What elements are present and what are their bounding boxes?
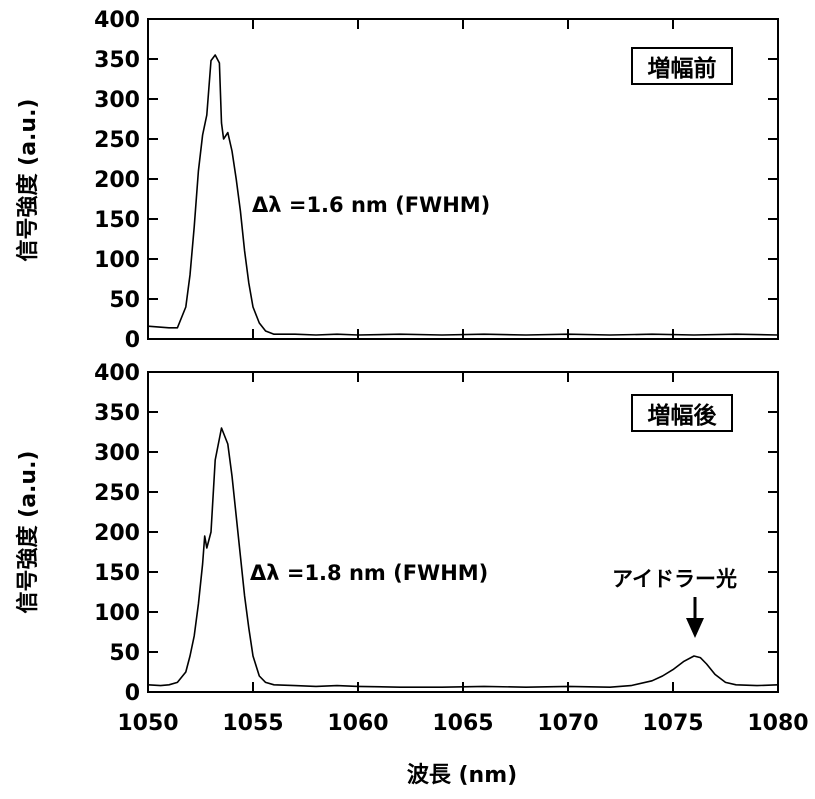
y-axis-title-bottom: 信号強度 (a.u.) bbox=[15, 451, 41, 614]
y-tick-label: 300 bbox=[94, 88, 140, 113]
x-tick-label: 1065 bbox=[432, 711, 493, 736]
y-tick-label: 400 bbox=[94, 8, 140, 33]
x-axis-ticks bbox=[147, 19, 779, 339]
y-tick-label: 350 bbox=[94, 401, 140, 426]
y-tick-label: 250 bbox=[94, 128, 140, 153]
y-tick-label: 350 bbox=[94, 48, 140, 73]
x-axis-title: 波長 (nm) bbox=[407, 763, 517, 788]
x-tick-label: 1075 bbox=[642, 711, 703, 736]
y-tick-label: 250 bbox=[94, 481, 140, 506]
series-lines bbox=[147, 54, 779, 336]
y-tick-label: 0 bbox=[125, 328, 140, 353]
x-tick-label: 1070 bbox=[537, 711, 598, 736]
y-tick-label: 50 bbox=[109, 288, 140, 313]
y-tick-label: 300 bbox=[94, 441, 140, 466]
panel-top: 0 50 100 150 200 250 300 350 400 増幅前 Δλ =1.6 nm … bbox=[94, 8, 779, 353]
y-tick-label: 0 bbox=[125, 681, 140, 706]
spectrum-line bbox=[147, 427, 779, 689]
fwhm-annotation: Δλ =1.6 nm (FWHM) bbox=[252, 193, 490, 217]
x-axis-ticks: 1050 1055 1060 1065 1070 1075 1080 bbox=[117, 372, 809, 736]
idler-annotation: アイドラー光 bbox=[612, 567, 737, 591]
tag-box: 増幅後 bbox=[631, 394, 733, 432]
y-tick-label: 100 bbox=[94, 248, 140, 273]
y-axis-title-top: 信号強度 (a.u.) bbox=[15, 99, 41, 262]
x-tick-label: 1050 bbox=[117, 711, 178, 736]
x-tick-label: 1055 bbox=[222, 711, 283, 736]
y-tick-label: 150 bbox=[94, 561, 140, 586]
x-tick-label: 1060 bbox=[327, 711, 388, 736]
y-tick-label: 150 bbox=[94, 208, 140, 233]
y-tick-label: 400 bbox=[94, 361, 140, 386]
y-axis-ticks: 0 50 100 150 200 250 300 350 400 bbox=[94, 361, 778, 706]
panel-tag: 増幅前 bbox=[648, 55, 717, 82]
idler-arrow bbox=[686, 597, 704, 638]
y-tick-label: 100 bbox=[94, 601, 140, 626]
y-tick-label: 200 bbox=[94, 521, 140, 546]
y-tick-label: 200 bbox=[94, 168, 140, 193]
spectrum-line bbox=[147, 54, 779, 336]
series-lines bbox=[147, 427, 779, 689]
y-tick-label: 50 bbox=[109, 641, 140, 666]
x-tick-label: 1080 bbox=[747, 711, 808, 736]
tag-box: 増幅前 bbox=[631, 47, 733, 85]
fwhm-annotation: Δλ =1.8 nm (FWHM) bbox=[250, 561, 488, 585]
y-axis-ticks: 0 50 100 150 200 250 300 350 400 bbox=[94, 8, 778, 353]
panel-bottom: 0 50 100 150 200 250 300 350 400 1050 1055 1060 106… bbox=[94, 361, 809, 736]
panel-tag: 増幅後 bbox=[648, 402, 718, 429]
